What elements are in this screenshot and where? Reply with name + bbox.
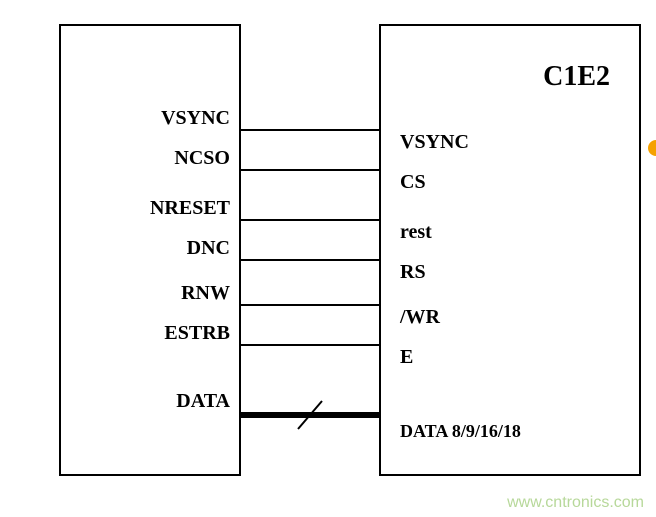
left-pin-label: VSYNC bbox=[161, 107, 230, 129]
right-block-title: C1E2 bbox=[543, 61, 610, 92]
left-pin-label: NRESET bbox=[150, 197, 231, 219]
watermark: www.cntronics.com bbox=[506, 494, 644, 511]
left-pin-label: DNC bbox=[187, 237, 230, 259]
right-pin-label: rest bbox=[400, 221, 432, 243]
right-pin-label: VSYNC bbox=[400, 131, 469, 153]
right-pin-label: RS bbox=[400, 261, 426, 283]
bus-left-label: DATA bbox=[176, 390, 230, 412]
right-pin-label: E bbox=[400, 346, 413, 368]
right-pin-label: /WR bbox=[399, 306, 441, 328]
left-pin-label: RNW bbox=[181, 282, 230, 304]
right-pin-label: CS bbox=[400, 171, 426, 193]
left-pin-label: NCSO bbox=[174, 147, 230, 169]
left-pin-label: ESTRB bbox=[164, 322, 230, 344]
bus-right-label: DATA 8/9/16/18 bbox=[400, 421, 521, 441]
